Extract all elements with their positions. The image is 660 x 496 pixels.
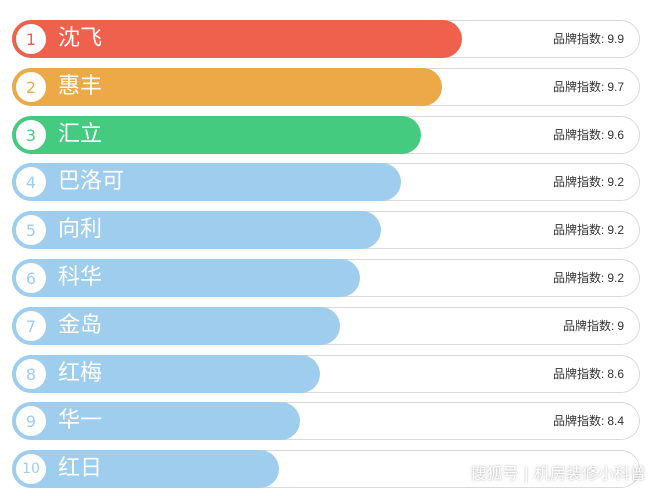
rank-row: 9 华一 品牌指数: 8.4 <box>12 402 640 440</box>
brand-index-label: 品牌指数: 9.2 <box>553 211 624 249</box>
rank-number: 1 <box>14 22 48 56</box>
bar-fill <box>12 163 401 201</box>
brand-index-value: 9 <box>617 319 624 333</box>
bar-fill <box>12 307 340 345</box>
bar-fill <box>12 355 320 393</box>
brand-index-prefix: 品牌指数: <box>552 271 605 285</box>
bar-fill <box>12 20 462 58</box>
brand-index-prefix: 品牌指数: <box>552 128 605 142</box>
bar-fill <box>12 68 442 106</box>
rank-number: 9 <box>14 404 48 438</box>
brand-index-prefix: 品牌指数: <box>552 80 605 94</box>
brand-name: 巴洛可 <box>58 169 125 194</box>
brand-name: 华一 <box>58 408 103 433</box>
rank-row: 10 红日 <box>12 450 640 488</box>
brand-index-value: 8.6 <box>607 367 624 381</box>
rank-number: 7 <box>14 309 48 343</box>
brand-index-label: 品牌指数: 9.9 <box>553 20 624 58</box>
rank-row: 6 科华 品牌指数: 9.2 <box>12 259 640 297</box>
brand-index-prefix: 品牌指数: <box>552 175 605 189</box>
brand-index-prefix: 品牌指数: <box>552 367 605 381</box>
brand-index-label: 品牌指数: 9.2 <box>553 163 624 201</box>
rank-number: 4 <box>14 165 48 199</box>
brand-name: 科华 <box>58 265 103 290</box>
rank-row: 7 金岛 品牌指数: 9 <box>12 307 640 345</box>
brand-index-value: 9.9 <box>607 32 624 46</box>
brand-name: 汇立 <box>58 122 103 147</box>
brand-name: 金岛 <box>58 313 103 338</box>
brand-index-label: 品牌指数: 9.7 <box>553 68 624 106</box>
rank-number: 3 <box>14 118 48 152</box>
rank-row: 4 巴洛可 品牌指数: 9.2 <box>12 163 640 201</box>
brand-index-prefix: 品牌指数: <box>552 32 605 46</box>
brand-index-value: 8.4 <box>607 414 624 428</box>
brand-index-value: 9.2 <box>607 175 624 189</box>
brand-index-value: 9.2 <box>607 223 624 237</box>
rank-row: 3 汇立 品牌指数: 9.6 <box>12 116 640 154</box>
rank-number: 6 <box>14 261 48 295</box>
rank-row: 5 向利 品牌指数: 9.2 <box>12 211 640 249</box>
brand-index-value: 9.6 <box>607 128 624 142</box>
brand-index-prefix: 品牌指数: <box>552 223 605 237</box>
brand-index-label: 品牌指数: 9 <box>563 307 624 345</box>
watermark: 搜狐号 | 机房装修小科普 <box>470 464 646 483</box>
rank-row: 1 沈飞 品牌指数: 9.9 <box>12 20 640 58</box>
brand-name: 红日 <box>58 456 103 481</box>
brand-name: 惠丰 <box>58 74 103 99</box>
brand-name: 红梅 <box>58 361 103 386</box>
rank-row: 8 红梅 品牌指数: 8.6 <box>12 355 640 393</box>
brand-index-label: 品牌指数: 9.6 <box>553 116 624 154</box>
brand-name: 沈飞 <box>58 26 103 51</box>
bar-fill <box>12 259 360 297</box>
brand-index-prefix: 品牌指数: <box>562 319 615 333</box>
rank-number: 2 <box>14 70 48 104</box>
rank-number: 5 <box>14 213 48 247</box>
rank-row: 2 惠丰 品牌指数: 9.7 <box>12 68 640 106</box>
rank-number: 10 <box>14 452 48 486</box>
brand-index-label: 品牌指数: 8.4 <box>553 402 624 440</box>
bar-fill <box>12 402 300 440</box>
brand-index-prefix: 品牌指数: <box>552 414 605 428</box>
rank-number: 8 <box>14 357 48 391</box>
brand-index-label: 品牌指数: 9.2 <box>553 259 624 297</box>
brand-name: 向利 <box>58 217 103 242</box>
brand-index-value: 9.2 <box>607 271 624 285</box>
bar-fill <box>12 116 421 154</box>
brand-index-label: 品牌指数: 8.6 <box>553 355 624 393</box>
bar-fill <box>12 211 381 249</box>
brand-index-value: 9.7 <box>607 80 624 94</box>
bar-fill <box>12 450 279 488</box>
